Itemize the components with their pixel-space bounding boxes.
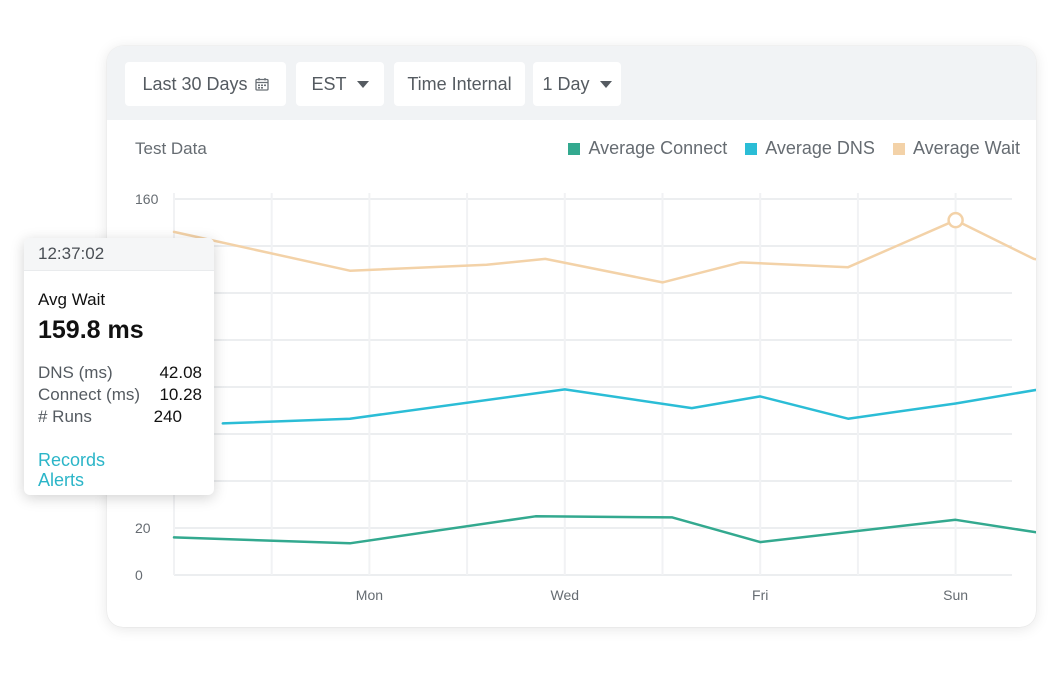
date-range-button[interactable]: Last 30 Days [125,62,286,106]
data-tooltip: 12:37:02 Avg Wait 159.8 ms DNS (ms) 42.0… [24,238,214,495]
tooltip-row-value: 240 [153,407,182,426]
legend-label-dns: Average DNS [765,138,875,158]
legend-label-wait: Average Wait [912,138,1020,158]
series-line-average-dns [221,388,1036,425]
tooltip-row-label: # Runs [38,407,92,426]
y-tick-label: 0 [135,567,143,583]
interval-label: 1 Day [542,73,590,94]
tooltip-row-dns: DNS (ms) 42.08 [38,363,210,385]
alerts-link[interactable]: Alerts [38,470,85,490]
legend-label-connect: Average Connect [588,138,728,158]
legend-item-connect[interactable]: Average Connect [568,138,727,159]
tooltip-row-value: 42.08 [159,363,202,382]
x-tick-label: Sun [943,587,968,603]
tooltip-row-label: Connect (ms) [38,385,141,404]
legend-swatch-dns [745,142,758,155]
legend-item-dns[interactable]: Average DNS [745,138,875,159]
y-tick-label: 20 [135,520,151,536]
chart-title: Test Data [135,139,207,158]
chevron-down-icon [356,80,369,88]
legend-swatch-wait [892,142,905,155]
tooltip-metric-label: Avg Wait [38,290,106,309]
highlight-point [947,211,964,229]
chart-legend: Average Connect Average DNS Average Wait [550,138,1020,159]
toolbar: Last 30 Days EST Time Internal 1 Day [107,46,1036,120]
line-chart: 020160MonWedFriSunTuesThurSatMon [135,191,1036,603]
interval-select[interactable]: 1 Day [533,62,621,106]
tooltip-row-value: 10.28 [159,385,202,404]
records-link[interactable]: Records [38,450,106,470]
chart-card: Last 30 Days EST Time Internal 1 Day [107,46,1036,627]
x-tick-label: Fri [752,587,768,603]
date-range-label: Last 30 Days [142,73,248,94]
calendar-icon [254,78,269,91]
x-tick-label: Mon [356,587,383,603]
chevron-down-icon [599,80,612,88]
legend-item-wait[interactable]: Average Wait [892,138,1020,159]
timezone-select[interactable]: EST [296,62,384,106]
series-line-average-connect [172,515,1036,545]
time-interval-label-box: Time Internal [394,62,525,106]
y-tick-label: 160 [135,191,159,207]
tooltip-row-runs: # Runs 240 [38,407,210,429]
timezone-label: EST [311,73,347,94]
tooltip-metric-value: 159.8 ms [38,316,144,344]
legend-swatch-connect [568,142,581,155]
time-interval-label: Time Internal [407,73,512,94]
series-line-average-wait [172,218,1036,284]
tooltip-row-label: DNS (ms) [38,363,113,382]
tooltip-time: 12:37:02 [24,238,214,271]
x-tick-label: Wed [551,587,580,603]
tooltip-row-connect: Connect (ms) 10.28 [38,385,210,407]
